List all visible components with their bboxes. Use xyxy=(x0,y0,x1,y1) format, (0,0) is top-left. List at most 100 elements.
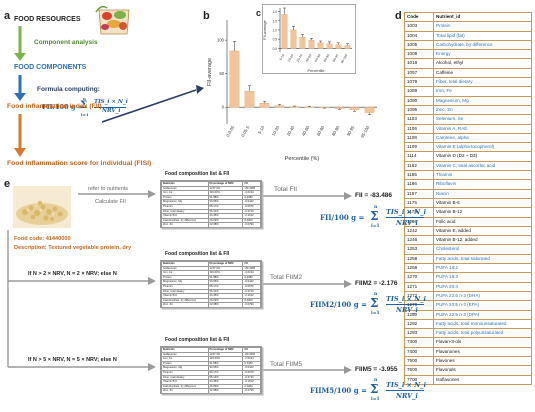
panel-label-b: b xyxy=(203,10,210,22)
nutrient-code: 1008 xyxy=(404,49,434,60)
nutrient-name: Protein xyxy=(433,21,532,32)
mini-row: Isoflavones 1247.3% -83.4382 xyxy=(161,185,261,192)
bar xyxy=(229,50,240,108)
mini-row: Vitamin B-6 44.45% -0.1612 xyxy=(161,293,261,299)
composition-card-1: Nutrients Percentage of NRV FII Isoflavones… xyxy=(160,180,262,228)
x-tick-label: 60-80 xyxy=(314,53,322,62)
x-tick-label: 10-20 xyxy=(271,124,281,136)
x-tick-label: 20-40 xyxy=(286,124,296,136)
nutrient-code: 1090 xyxy=(404,95,434,106)
mini-row: Zinc, Zn 22.38% -0.0790 xyxy=(161,388,261,394)
nutrient-code: 1057 xyxy=(404,67,434,79)
inset-background xyxy=(262,4,356,74)
bar xyxy=(290,29,297,49)
bar xyxy=(335,44,342,49)
fiim5-formula-e: FIIM5/100 g = n Σ i=1 TIS_i × N_i NRV_i xyxy=(310,378,430,406)
nutrient-row: 1108 Carotene, alpha xyxy=(404,132,532,144)
component-analysis-label: Component analysis xyxy=(34,39,98,46)
formula3-bar xyxy=(386,390,424,391)
bar xyxy=(308,39,315,49)
mini-row: Zinc, Zn 22.38% -0.0790 xyxy=(161,302,261,308)
mini-cell: -0.0790 xyxy=(242,302,261,308)
formula3-lhs: FIIM5/100 g = xyxy=(310,386,367,395)
mini-row: Vitamin B-6 44.45% -0.1612 xyxy=(161,213,261,219)
formula3-sum-bot: i=1 xyxy=(371,397,380,402)
nutrient-code: 1079 xyxy=(404,77,434,88)
x-axis-label: Percentile (%) xyxy=(285,156,320,162)
nutrient-name: Fatty acids, total saturated xyxy=(433,253,532,265)
nutrient-name: Fiber, total dietary xyxy=(433,77,532,88)
formula1-sum-top: n xyxy=(374,205,378,210)
x-tick-label: 5-10 xyxy=(279,53,286,61)
nutrient-code: 1089 xyxy=(404,86,434,97)
nutrient-name: Carotene, alpha xyxy=(433,132,532,144)
nutrient-row: 1005 Carbohydrate, by difference xyxy=(404,39,532,51)
x-tick-label: 90-95 xyxy=(332,53,340,62)
panel-label-e: e xyxy=(4,178,11,190)
fiim5-value: FIIM5 = -3.955 xyxy=(355,366,398,373)
calculate-fii-label: Calculate FII xyxy=(95,199,126,205)
nutrient-code: 1095 xyxy=(404,104,434,116)
inset-frame xyxy=(262,4,356,74)
bar xyxy=(259,103,270,108)
nutrient-row: 1008 Energy xyxy=(404,49,532,60)
x-axis-label: Percentile xyxy=(308,69,325,73)
nutrient-name: Fatty acids, total monounsaturated xyxy=(433,318,532,330)
nutrient-name: Vitamin C, total ascorbic acid xyxy=(433,160,532,172)
nutrient-name: Selenium, Se xyxy=(433,114,532,125)
formula-sum-top: n xyxy=(83,96,86,101)
mini-cell: Zinc, Zn xyxy=(161,388,209,394)
nutrient-name: Vitamin A, RAE xyxy=(433,123,532,134)
mini-row: Carbohydrate, by difference 26.09% 0.0203 xyxy=(161,383,261,390)
nutrient-code: 1114 xyxy=(404,151,434,162)
formula-computing-label: Formula computing: xyxy=(37,86,100,93)
food-description-label: Description: Textured vegetable protein,… xyxy=(14,245,132,251)
formula1-bar xyxy=(386,217,424,218)
mini-cell: Zinc, Zn xyxy=(161,222,209,228)
x-tick-label: 20-40 xyxy=(296,53,304,62)
bar xyxy=(289,106,300,108)
formula2-sum-bot: i=1 xyxy=(371,311,380,316)
nutrient-row: 1103 Selenium, Se xyxy=(404,114,532,125)
y-tick-label: 1.0 xyxy=(273,29,278,33)
mini-cell: Zinc, Zn xyxy=(161,302,209,308)
mini-row: Magnesium, Mg 90.65% -0.0442 xyxy=(161,199,261,205)
y-tick-label: 0 xyxy=(222,105,225,110)
nutrient-code: 1109 xyxy=(404,142,434,153)
nutrient-code: 1018 xyxy=(404,58,434,69)
bar xyxy=(344,45,351,49)
food-components-label: FOOD COMPONENTS xyxy=(14,64,87,71)
flow-arrows xyxy=(14,26,204,157)
mini-cell: 22.38% xyxy=(207,388,244,394)
header-code: Code xyxy=(404,11,434,23)
nutrient-row: 1079 Fiber, total dietary xyxy=(404,77,532,88)
food-bag-illustration xyxy=(95,5,130,35)
nutrient-name: Total lipid (fat) xyxy=(433,30,532,41)
food-resources-label: FOOD RESOURCES xyxy=(14,16,81,23)
fii-value: FII = -83.486 xyxy=(355,192,393,199)
x-tick-label: 40-60 xyxy=(301,124,311,136)
fii-formula-e: FII/100 g = n Σ i=1 TIS_i × N_i NRV_i xyxy=(320,205,430,233)
nutrient-code: 1004 xyxy=(404,30,434,41)
mini-row: Carbohydrate, by difference 26.09% 0.0203 xyxy=(161,297,261,304)
formula-sum-bot: i=1 xyxy=(81,112,89,117)
mini-row: Zinc, Zn 22.38% -0.0790 xyxy=(161,222,261,228)
rule-fiim5-label: If N > 5 × NRV, N = 5 × NRV; else N xyxy=(28,357,117,363)
nutrient-name: Fatty acids, total polyunsaturated xyxy=(433,328,532,339)
y-tick-label: 2.0 xyxy=(273,10,278,14)
formula3-sum-top: n xyxy=(374,378,378,383)
formula-lhs: FII/100 g = xyxy=(42,103,84,111)
fiim2-value: FIIM2 = -2.176 xyxy=(355,280,398,287)
y-tick-label: 50 xyxy=(219,71,224,76)
nutrient-name: Vitamin D (D2 + D3) xyxy=(433,151,532,162)
x-tick-label: 10-20 xyxy=(287,53,295,62)
nutrient-name: Carbohydrate, by difference xyxy=(433,39,532,51)
y-tick-label: 1.5 xyxy=(273,19,278,23)
nutrient-row: 1114 Vitamin D (D2 + D3) xyxy=(404,151,532,162)
formula1-num: TIS_i × N_i xyxy=(386,208,426,216)
formula-numerator: TIS_i × N_i xyxy=(94,99,128,105)
formula2-den: NRV_i xyxy=(396,306,418,314)
fii-label: Food inflammation index (FII) xyxy=(7,103,102,110)
formula2-lhs: FIIM2/100 g = xyxy=(310,300,367,309)
card-title-3: Food composition list & FII xyxy=(165,337,230,343)
